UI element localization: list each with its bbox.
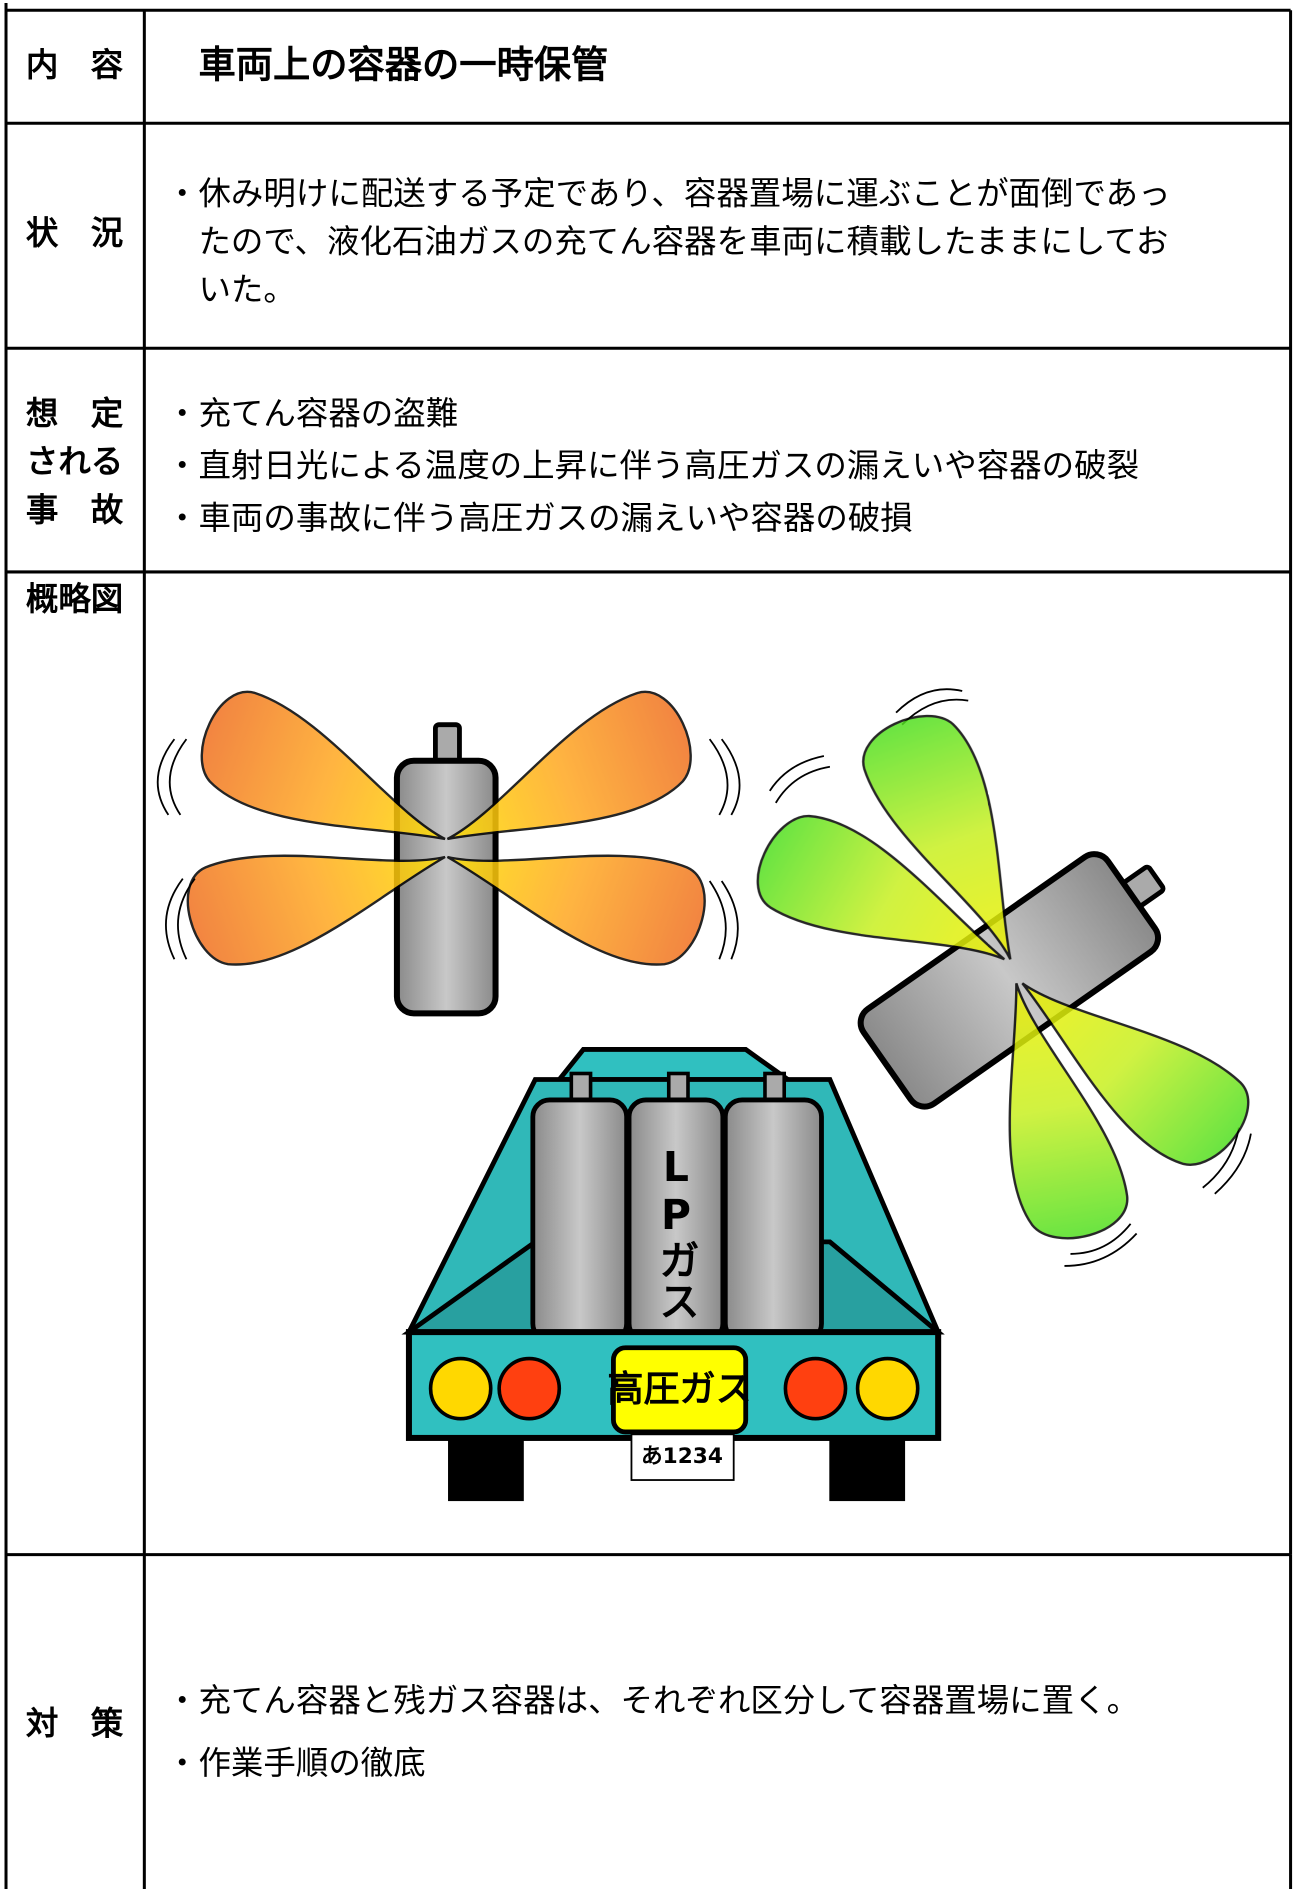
illustration-g [156,688,1252,1267]
illustration-path [156,738,196,960]
license-plate: あ1234 [641,1444,723,1469]
illustration-rect [722,1097,824,1343]
bullet: ・充てん容器と残ガス容器は、それぞれ区分して容器置場に置く。 [166,1682,1139,1720]
row-label: 対 策 [26,1704,124,1742]
row-label: される [26,443,123,481]
illustration-rect [630,1433,735,1481]
illustration-circle [855,1356,920,1421]
illustration-rect [448,1437,524,1502]
illustration-path [769,688,969,804]
text-line: たので、液化石油ガスの充てん容器を車両に積載したままにしてお [198,223,1168,261]
plate-sign: 高圧ガス [607,1368,751,1410]
text-line: ・休み明けに配送する予定であり、容器置場に運ぶことが面倒であっ [166,174,1171,212]
illustration-rect [829,1437,906,1502]
bullet: ・作業手順の徹底 [166,1744,426,1782]
table-lines [4,3,1293,1889]
title: 車両上の容器の一時保管 [198,42,608,86]
bullet: ・充てん容器の盗難 [166,395,458,433]
illustration-circle [428,1356,493,1421]
row-label: 内 容 [26,46,124,84]
illustration-circle [497,1356,562,1421]
illustration-rect [393,757,499,1017]
row-label: 想 定 [26,395,124,433]
illustration-rect [611,1345,749,1435]
illustration [156,680,1266,1502]
illustration-circle [783,1356,848,1421]
cylinder-label: LPガス [652,1143,700,1321]
illustration-rect [433,722,462,766]
bullet: ・車両の事故に伴う高圧ガスの漏えいや容器の破損 [166,499,913,537]
text-line: いた。 [198,271,295,309]
illustration-path [1064,1127,1252,1267]
illustration-path [708,738,741,960]
bullet: ・直射日光による温度の上昇に伴う高圧ガスの漏えいや容器の破裂 [166,446,1139,484]
row-label: 事 故 [26,491,124,529]
row-label: 状 況 [26,214,123,252]
row-label: 概略図 [26,580,123,618]
illustration-rect [530,1097,630,1343]
